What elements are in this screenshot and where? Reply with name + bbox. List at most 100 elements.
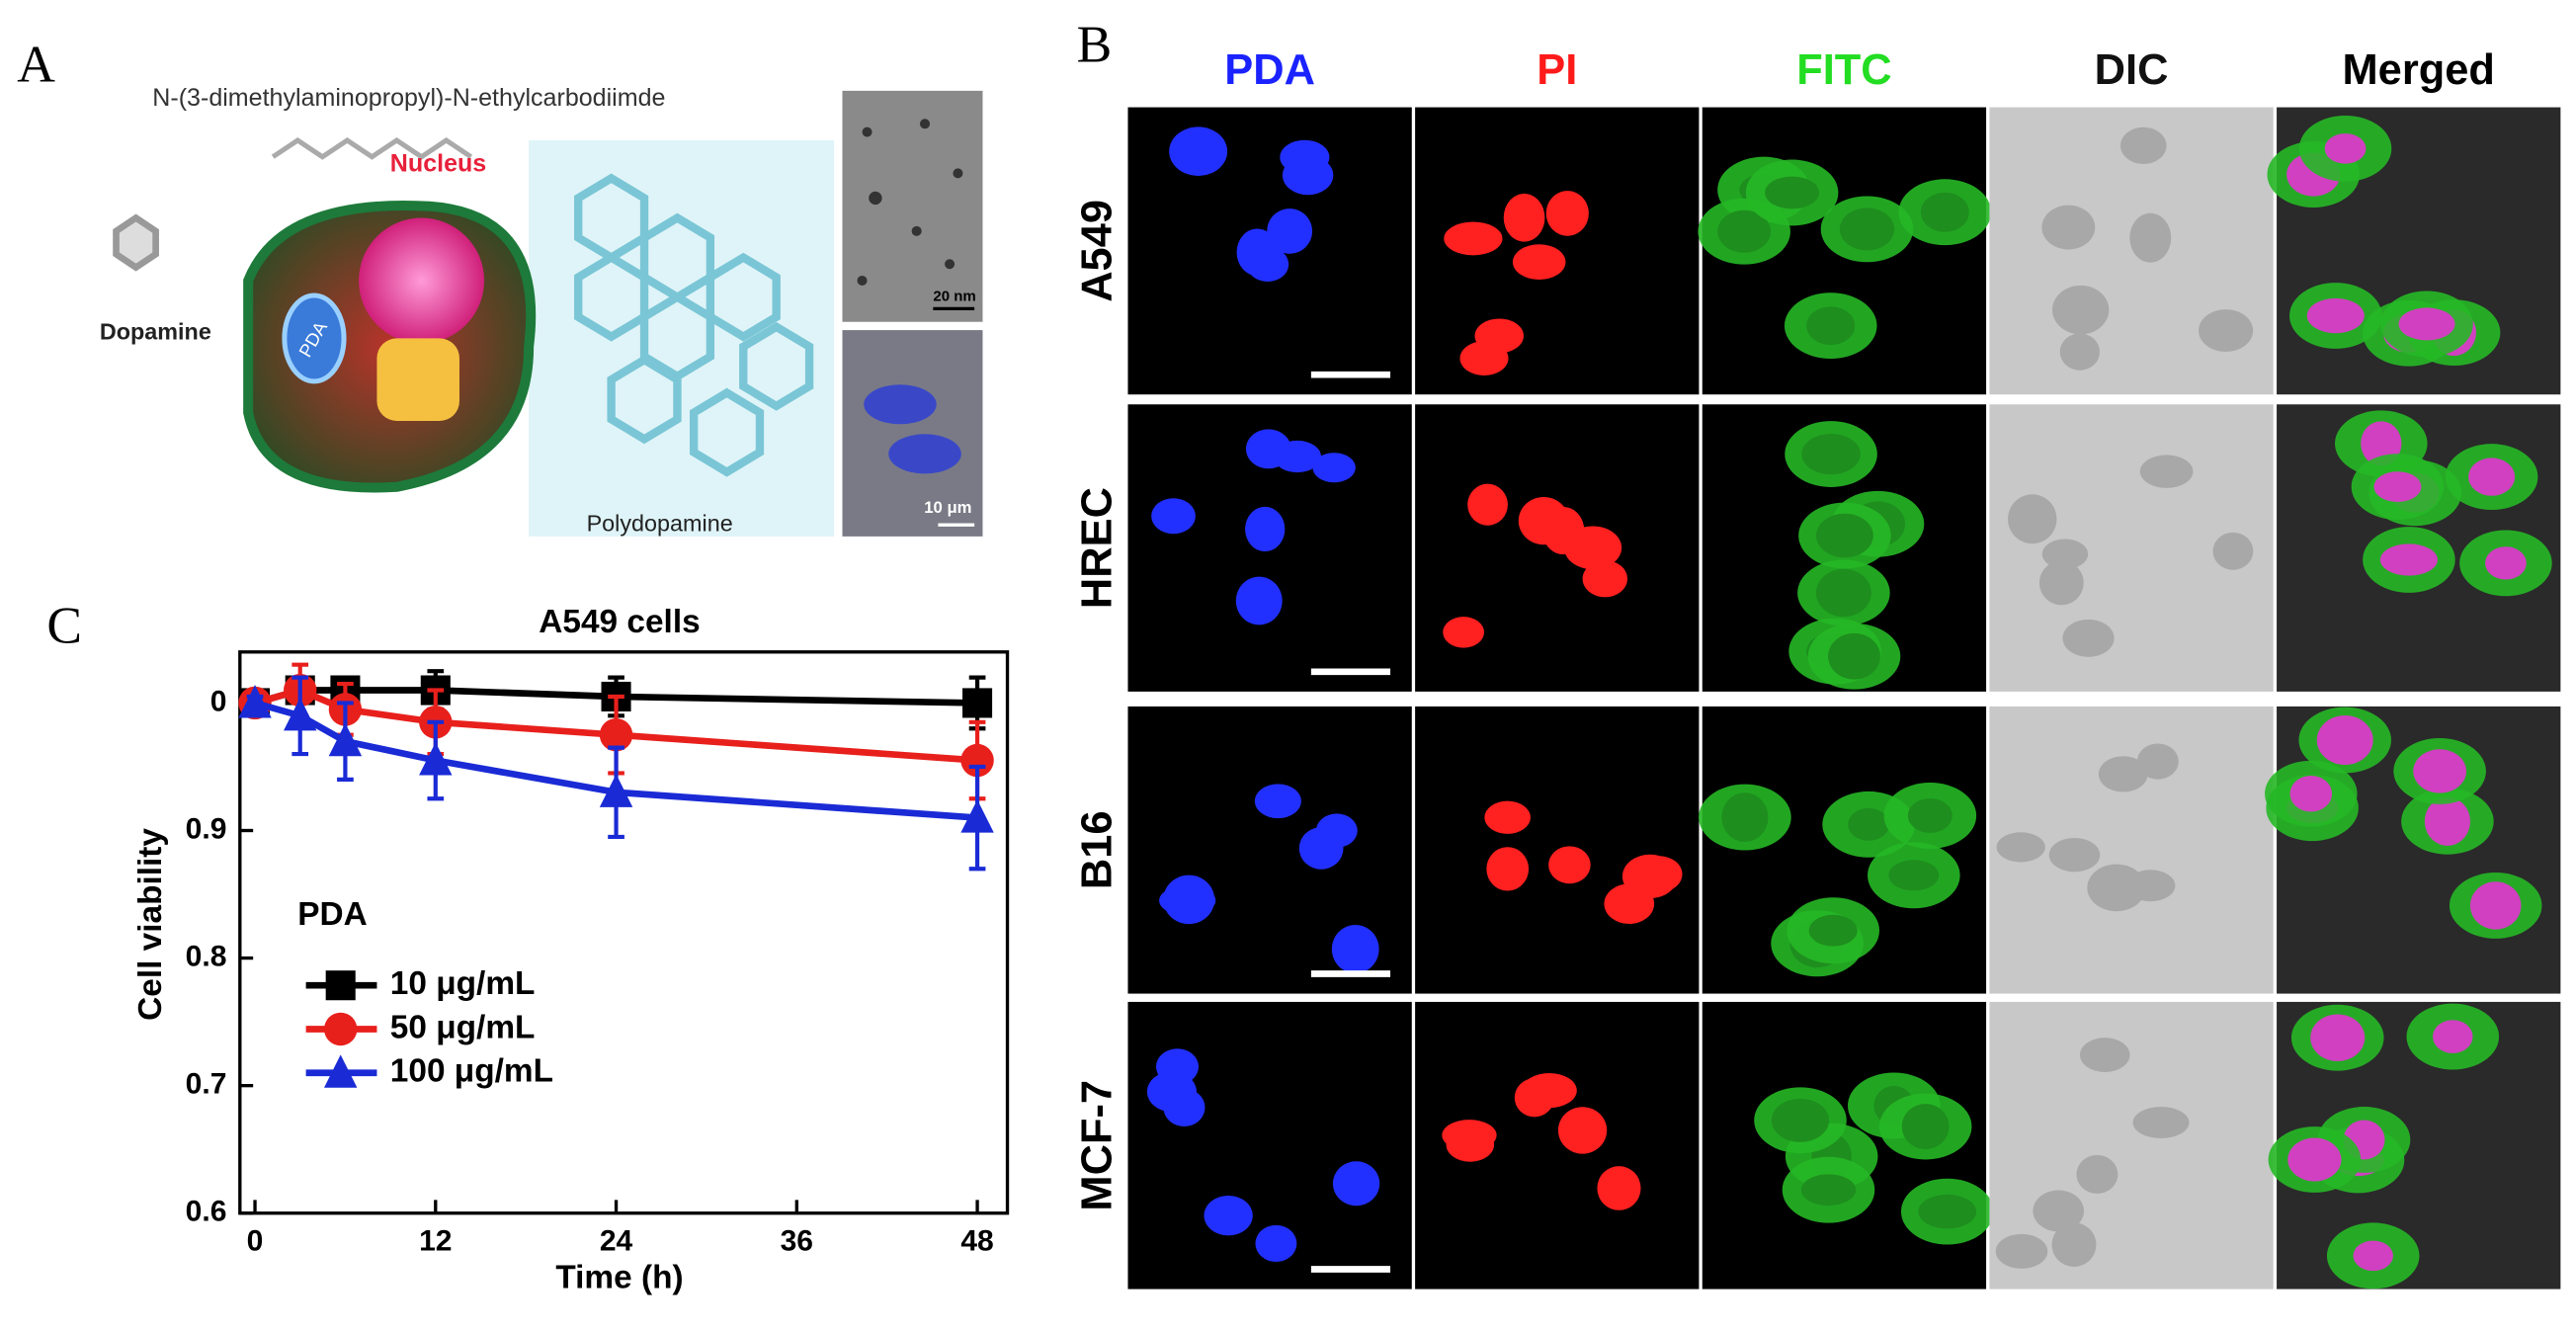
marker <box>328 722 363 757</box>
cell-nucleus <box>1920 192 1969 232</box>
cell-nucleus <box>2212 532 2254 570</box>
legend-title: PDA <box>297 896 368 933</box>
cell-nucleus <box>1918 1194 1977 1229</box>
panel-label: B <box>1077 14 1113 73</box>
column-header: PDA <box>1224 46 1315 94</box>
reagent-molecule <box>271 136 473 160</box>
y-tick-label: 0 <box>210 685 227 717</box>
micrograph-grid: PDA PI FITC DIC Merged A549 HREC B16 MCF-7 <box>1074 46 2561 1290</box>
cell-nucleus <box>2139 455 2194 488</box>
cell-nucleus <box>2398 307 2455 341</box>
y-tick-label: 0.9 <box>186 812 227 845</box>
cell-nucleus <box>2324 133 2367 164</box>
cell-blob <box>888 434 961 474</box>
cell-nucleus <box>2469 881 2522 930</box>
cell-nucleus <box>1486 847 1530 891</box>
cell-nucleus <box>2433 1020 2473 1053</box>
cell-nucleus <box>2041 205 2096 250</box>
scale-label: 10 μm <box>924 498 971 517</box>
cell-nucleus <box>2468 458 2516 496</box>
y-tick-label: 0.6 <box>186 1196 227 1228</box>
column-header: PI <box>1537 46 1577 94</box>
cell-nucleus <box>2316 714 2373 766</box>
panel-label: C <box>46 595 82 654</box>
legend-marker <box>323 1012 358 1046</box>
cell-nucleus <box>1467 483 1508 526</box>
column-header: Merged <box>2343 46 2495 94</box>
legend-marker <box>325 970 356 1001</box>
scale-label: 20 nm <box>933 289 975 305</box>
cell-nucleus <box>1331 925 1379 974</box>
marker <box>599 774 633 807</box>
x-tick-label: 0 <box>247 1225 264 1258</box>
cell-nucleus <box>1312 453 1356 483</box>
cell-nucleus <box>1163 874 1215 925</box>
x-axis-label: Time (h) <box>555 1259 683 1295</box>
cell-blob <box>864 384 937 425</box>
cell-nucleus <box>1512 244 1566 281</box>
marker <box>238 685 272 718</box>
nucleus-illustration <box>359 217 485 344</box>
cell-nucleus <box>1545 191 1589 236</box>
cell-nucleus <box>1907 797 1953 833</box>
cell-nucleus <box>1267 208 1313 254</box>
legend-label: 10 μg/mL <box>390 965 536 1002</box>
cell-nucleus <box>1282 155 1334 196</box>
cell-nucleus <box>1273 440 1321 473</box>
organelle <box>376 338 459 421</box>
cell-nucleus <box>1254 784 1301 819</box>
cell-nucleus <box>1503 194 1545 242</box>
cell-nucleus <box>1442 1120 1497 1151</box>
cell-nucleus <box>2287 1137 2342 1182</box>
legend-marker <box>323 1054 358 1088</box>
row-label: MCF-7 <box>1074 1080 1122 1211</box>
cell-nucleus <box>2119 126 2167 164</box>
cell-nucleus <box>1315 813 1358 848</box>
cell-nucleus <box>1163 1088 1205 1126</box>
cell-nucleus <box>1582 560 1628 598</box>
cell-nucleus <box>2413 749 2466 793</box>
cell-nucleus <box>1204 1195 1253 1236</box>
cell-nucleus <box>1548 846 1591 884</box>
cell-nucleus <box>2041 539 2089 570</box>
cell-nucleus <box>2051 1222 2097 1267</box>
row-label: A549 <box>1074 200 1122 302</box>
polydopamine-label: Polydopamine <box>587 510 733 536</box>
cell-nucleus <box>2038 560 2084 606</box>
cell-nucleus <box>1604 883 1655 924</box>
cell-nucleus <box>1484 800 1531 834</box>
cell-nucleus <box>1808 914 1858 947</box>
cell-nucleus <box>1563 526 1622 570</box>
cell-nucleus <box>1444 221 1503 256</box>
cell-nucleus <box>1169 126 1228 176</box>
x-tick-label: 48 <box>960 1225 993 1258</box>
row-label: HREC <box>1074 487 1122 609</box>
y-axis-label: Cell viability <box>132 828 169 1021</box>
cell-nucleus <box>2008 494 2057 544</box>
marker <box>284 697 317 731</box>
cell-nucleus <box>2310 1014 2366 1061</box>
cell-nucleus <box>1245 506 1286 552</box>
cell-nucleus <box>2424 796 2470 846</box>
cell-nucleus <box>2136 743 2179 780</box>
cell-nucleus <box>2379 543 2438 576</box>
cell-nucleus <box>1255 1224 1297 1262</box>
cell-nucleus <box>1765 176 1820 209</box>
cell-nucleus <box>1801 433 1861 475</box>
x-tick-label: 12 <box>419 1225 452 1258</box>
row-label: B16 <box>1074 810 1122 889</box>
reagent-label: N-(3-dimethylaminopropyl)-N-ethylcarbodi… <box>152 84 665 112</box>
cell-nucleus <box>1717 209 1772 253</box>
cell-nucleus <box>2129 212 2172 263</box>
cell-nucleus <box>1828 632 1880 680</box>
cell-nucleus <box>1848 807 1889 841</box>
cell-nucleus <box>2353 1240 2393 1272</box>
column-header: DIC <box>2095 46 2169 94</box>
cell-nucleus <box>1839 208 1895 251</box>
cell-nucleus <box>2306 297 2365 334</box>
cell-nucleus <box>1557 1107 1608 1154</box>
cell-nucleus <box>2485 546 2527 580</box>
marker <box>419 742 453 776</box>
plot-frame <box>238 650 1010 1215</box>
